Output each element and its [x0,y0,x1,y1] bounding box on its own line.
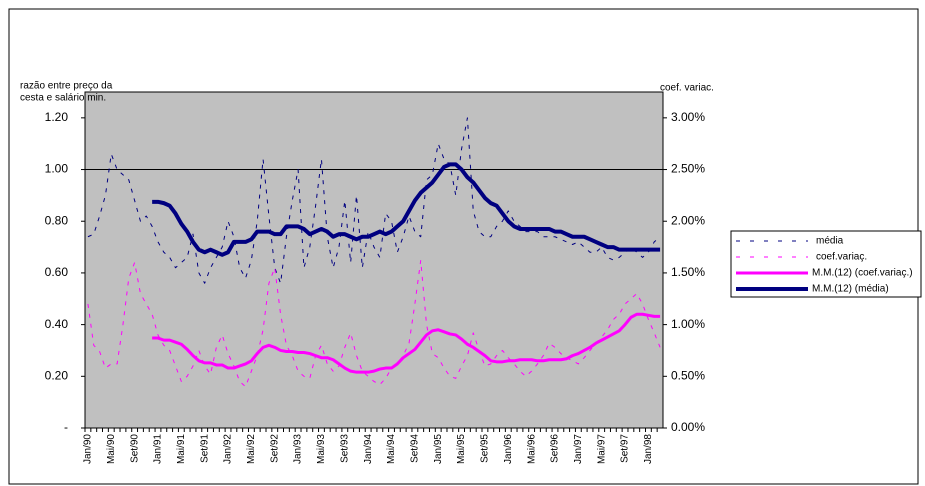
legend-box [730,230,922,298]
y2-tick-label: 1.00% [671,317,705,331]
y2-axis-title: coef. variac. [660,83,714,94]
y2-tick-label: 0.00% [671,420,705,434]
y-axis-title: cesta e salário min. [20,93,106,104]
legend-label: média [816,236,844,247]
x-tick-label: Mai/90 [106,434,117,464]
x-tick-label: Mai/91 [176,434,187,464]
x-tick-label: Jan/92 [223,434,234,464]
y-tick-label: 0.80 [45,213,69,227]
y-axis-title: razão entre preço da [20,81,113,92]
x-tick-label: Mai/94 [386,434,397,464]
x-tick-label: Jan/94 [363,434,374,464]
y-tick-label: 0.40 [45,317,69,331]
y-tick-label: 0.60 [45,265,69,279]
y2-tick-label: 3.00% [671,110,705,124]
y-tick-label: 1.20 [45,110,69,124]
series-line [152,162,661,257]
legend-label: coef.variaç. [816,252,867,263]
x-tick-label: Set/94 [410,434,421,463]
x-tick-label: Mai/95 [456,434,467,464]
x-tick-label: Jan/95 [433,434,444,464]
x-tick-label: Mai/92 [246,434,257,464]
y-tick-label: 1.00 [45,162,69,176]
x-tick-label: Set/95 [480,434,491,463]
y2-tick-label: 0.50% [671,368,705,382]
x-tick-label: Mai/93 [316,434,327,464]
legend-label: M.M.(12) (coef.variaç.) [812,268,913,279]
x-tick-label: Set/93 [339,434,350,463]
x-tick-label: Jan/96 [503,434,514,464]
y2-tick-label: 2.00% [671,213,705,227]
x-tick-label: Set/97 [620,434,631,463]
x-tick-label: Set/91 [199,434,210,463]
x-tick-label: Mai/96 [526,434,537,464]
series-line [87,117,661,284]
y-tick-label: 0.20 [45,368,69,382]
series-line [152,312,661,374]
x-tick-label: Jan/98 [643,434,654,464]
y2-tick-label: 2.50% [671,162,705,176]
plot-area [84,91,664,429]
x-tick-label: Set/96 [550,434,561,463]
x-tick-label: Jan/97 [573,434,584,464]
x-tick-label: Jan/91 [153,434,164,464]
x-tick-label: Set/90 [129,434,140,463]
x-tick-label: Mai/97 [596,434,607,464]
x-tick-label: Jan/90 [83,434,94,464]
y2-tick-label: 1.50% [671,265,705,279]
series-line [87,260,661,388]
x-tick-label: Jan/93 [293,434,304,464]
legend-label: M.M.(12) (média) [812,284,889,295]
x-tick-label: Set/92 [269,434,280,463]
y-tick-label: - [64,420,68,434]
